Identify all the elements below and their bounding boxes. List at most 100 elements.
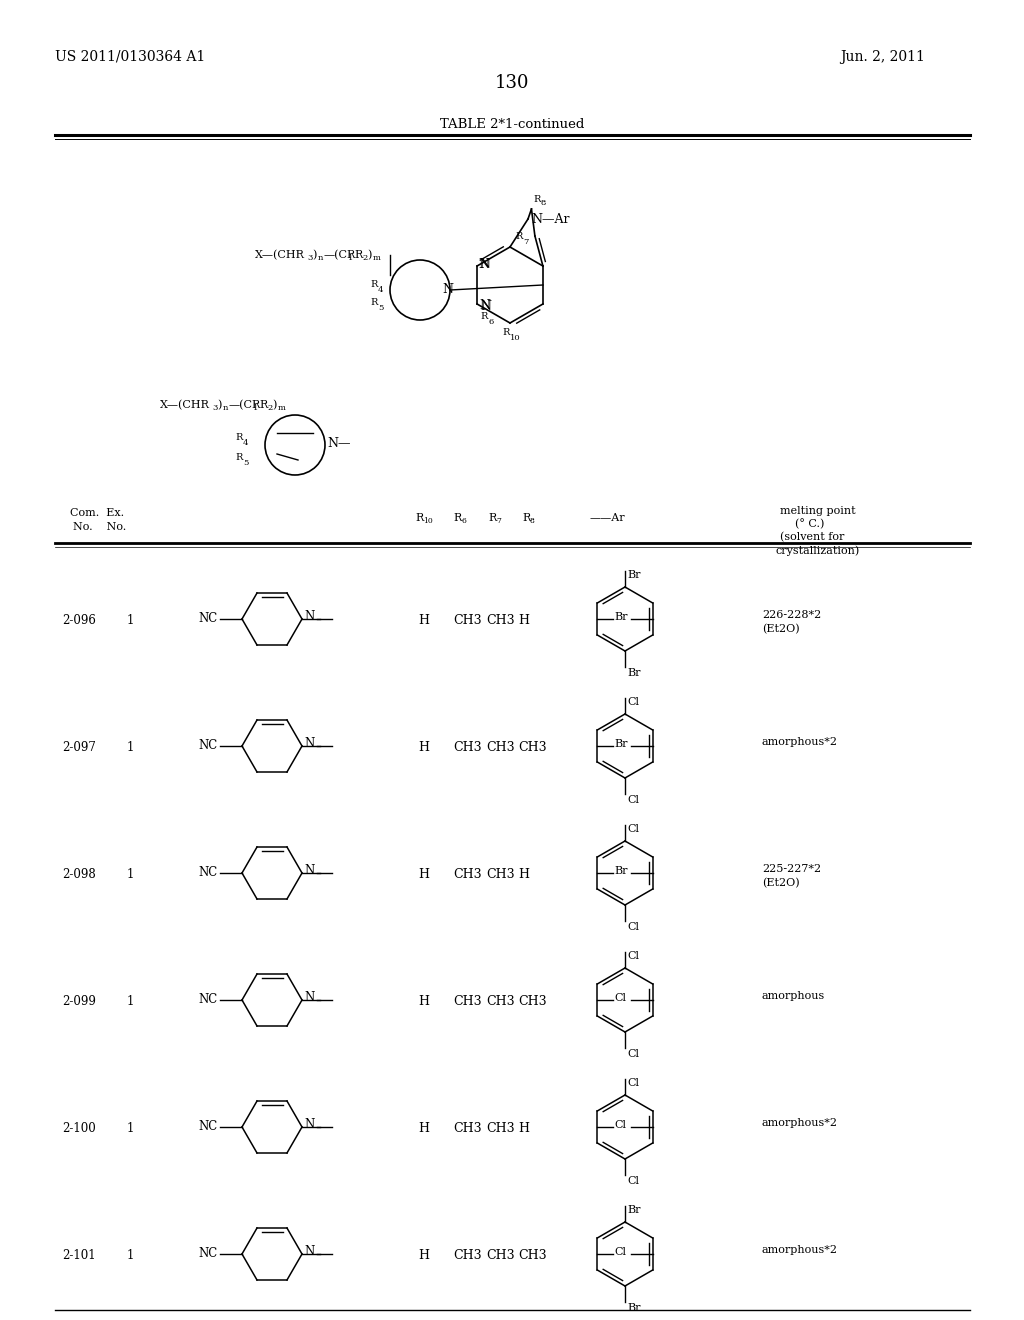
Text: 5: 5 <box>378 304 383 312</box>
Text: 7: 7 <box>523 238 528 246</box>
Text: X—(CHR: X—(CHR <box>160 400 210 411</box>
Text: CH3: CH3 <box>486 741 515 754</box>
Text: Cl: Cl <box>614 1247 627 1257</box>
Text: CH3: CH3 <box>453 869 481 880</box>
Text: CH3: CH3 <box>518 1249 547 1262</box>
Text: N: N <box>304 737 314 750</box>
Text: H: H <box>418 995 429 1008</box>
Text: N: N <box>304 865 314 876</box>
Text: N: N <box>478 257 489 271</box>
Text: —(CR: —(CR <box>324 249 356 260</box>
Text: ): ) <box>217 400 221 411</box>
Text: n: n <box>223 404 228 412</box>
Text: R: R <box>234 453 243 462</box>
Text: amorphous: amorphous <box>762 991 825 1001</box>
Text: R: R <box>488 513 497 523</box>
Text: 3: 3 <box>212 404 217 412</box>
Text: N: N <box>479 257 490 271</box>
Text: (Et2O): (Et2O) <box>762 878 800 888</box>
Text: NC: NC <box>198 866 217 879</box>
Text: N: N <box>304 991 314 1005</box>
Text: Br: Br <box>627 1303 640 1313</box>
Text: CH3: CH3 <box>486 995 515 1008</box>
Text: N: N <box>304 610 314 623</box>
Text: US 2011/0130364 A1: US 2011/0130364 A1 <box>55 50 205 63</box>
Text: 2-097: 2-097 <box>62 741 96 754</box>
Text: 2-098: 2-098 <box>62 869 96 880</box>
Text: CH3: CH3 <box>486 869 515 880</box>
Text: CH3: CH3 <box>453 1249 481 1262</box>
Text: Br: Br <box>627 1205 640 1214</box>
Text: 130: 130 <box>495 74 529 92</box>
Text: TABLE 2*1-continued: TABLE 2*1-continued <box>440 117 584 131</box>
Text: Br: Br <box>627 668 640 678</box>
Text: NC: NC <box>198 1119 217 1133</box>
Text: R: R <box>370 280 378 289</box>
Text: 6: 6 <box>461 517 466 525</box>
Text: crystallization): crystallization) <box>775 545 859 556</box>
Text: Br: Br <box>627 570 640 579</box>
Text: CH3: CH3 <box>486 614 515 627</box>
Text: amorphous*2: amorphous*2 <box>762 1245 838 1255</box>
Text: Br: Br <box>614 866 628 876</box>
Text: 4: 4 <box>378 286 384 294</box>
Text: N: N <box>479 300 490 312</box>
Text: CH3: CH3 <box>486 1249 515 1262</box>
Text: (Et2O): (Et2O) <box>762 624 800 635</box>
Text: Cl: Cl <box>614 993 627 1003</box>
Text: N: N <box>304 1245 314 1258</box>
Text: NC: NC <box>198 1247 217 1261</box>
Text: 1: 1 <box>348 253 353 261</box>
Text: N—Ar: N—Ar <box>531 213 569 226</box>
Text: 1: 1 <box>127 869 134 880</box>
Text: 1: 1 <box>127 995 134 1008</box>
Text: 7: 7 <box>496 517 501 525</box>
Text: 2-101: 2-101 <box>62 1249 95 1262</box>
Text: Cl: Cl <box>627 1078 639 1088</box>
Text: 1: 1 <box>253 404 258 412</box>
Text: 1: 1 <box>127 614 134 627</box>
Text: N: N <box>480 300 492 313</box>
Text: R: R <box>453 513 461 523</box>
Text: H: H <box>418 1249 429 1262</box>
Text: 5: 5 <box>243 459 249 467</box>
Text: Com.  Ex.: Com. Ex. <box>70 508 124 517</box>
Text: Cl: Cl <box>627 950 639 961</box>
Text: R: R <box>480 312 487 321</box>
Text: 10: 10 <box>510 334 520 342</box>
Text: R: R <box>515 232 522 242</box>
Text: 2: 2 <box>362 253 368 261</box>
Text: N: N <box>442 282 453 296</box>
Text: Cl: Cl <box>627 697 639 708</box>
Text: NC: NC <box>198 612 217 624</box>
Text: CH3: CH3 <box>486 1122 515 1135</box>
Text: N: N <box>304 1118 314 1131</box>
Text: H: H <box>418 1122 429 1135</box>
Text: H: H <box>518 1122 529 1135</box>
Text: R: R <box>415 513 423 523</box>
Text: 2-100: 2-100 <box>62 1122 96 1135</box>
Text: X—(CHR: X—(CHR <box>255 249 305 260</box>
Text: m: m <box>278 404 286 412</box>
Text: 10: 10 <box>423 517 433 525</box>
Text: 3: 3 <box>307 253 312 261</box>
Text: ——Ar: ——Ar <box>590 513 626 523</box>
Text: CH3: CH3 <box>453 995 481 1008</box>
Text: H: H <box>518 869 529 880</box>
Text: 2: 2 <box>267 404 272 412</box>
Text: No.    No.: No. No. <box>73 521 126 532</box>
Text: Jun. 2, 2011: Jun. 2, 2011 <box>840 50 925 63</box>
Text: CH3: CH3 <box>518 995 547 1008</box>
Text: N—: N— <box>327 437 350 450</box>
Text: H: H <box>518 614 529 627</box>
Text: m: m <box>373 253 381 261</box>
Text: H: H <box>418 614 429 627</box>
Text: 2-099: 2-099 <box>62 995 96 1008</box>
Text: ): ) <box>272 400 276 411</box>
Text: CH3: CH3 <box>453 1122 481 1135</box>
Text: CH3: CH3 <box>453 614 481 627</box>
Text: R: R <box>259 400 267 411</box>
Text: 8: 8 <box>530 517 535 525</box>
Text: Cl: Cl <box>627 1176 639 1185</box>
Text: NC: NC <box>198 739 217 752</box>
